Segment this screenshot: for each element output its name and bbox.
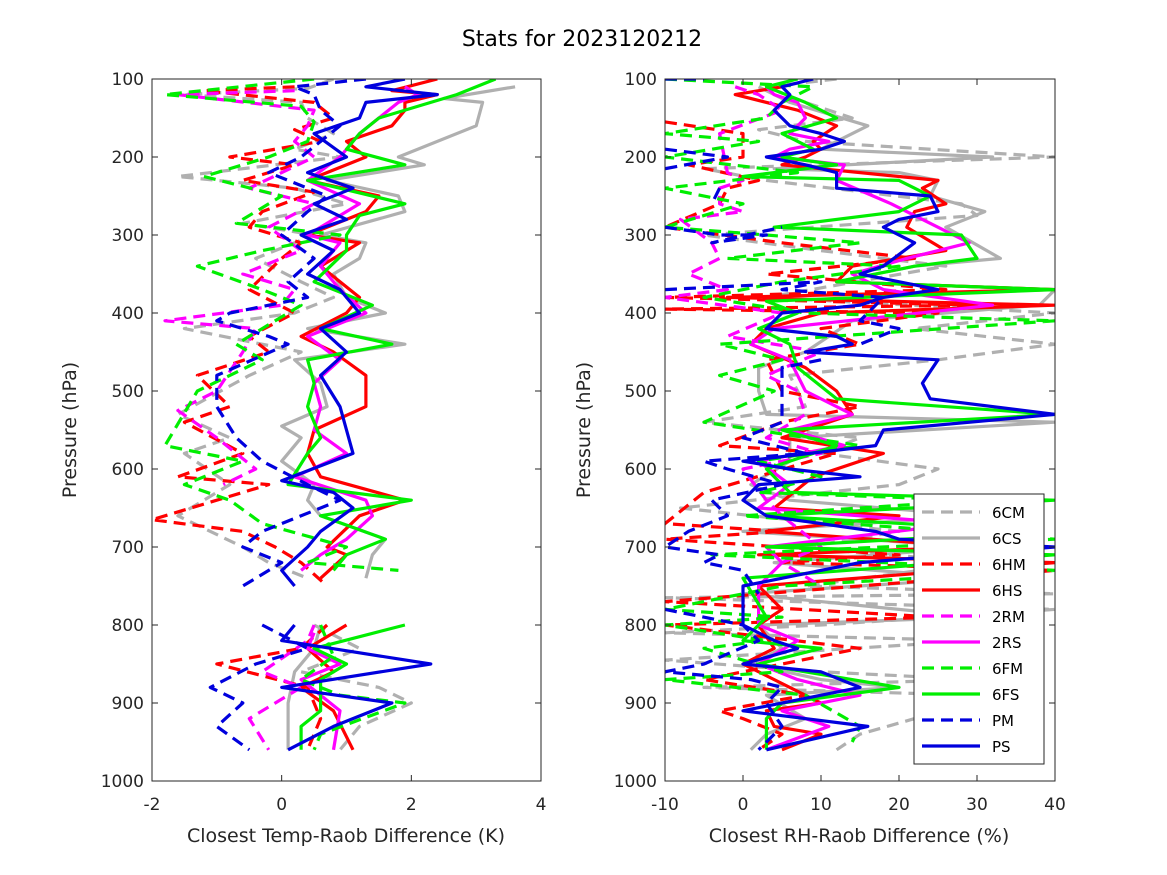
temp-series-6fm-line [163,79,399,572]
rh-series-pm-line [665,147,729,171]
legend-label-2rs: 2RS [992,634,1022,652]
temp-x-tick-label: -2 [144,795,161,815]
legend-box [913,493,1045,765]
temp-y-tick-label: 1000 [101,772,144,792]
rh-series-pm-line [665,280,901,346]
rh-difference-panel: Closest RH-Raob Difference (%) Pressure … [573,70,1066,847]
temp-x-tick-label: 4 [536,795,547,815]
rh-y-tick-label: 200 [625,148,657,168]
temp-axes-frame [151,78,542,782]
rh-y-tick-label: 700 [625,538,657,558]
legend-label-6fm: 6FM [992,660,1023,678]
temp-series-6cm-line [299,623,413,751]
rh-series-6fs-line [741,79,1055,750]
temp-y-tick-label: 500 [112,382,144,402]
rh-series-6fm-line [665,79,1055,743]
temp-y-tick-label: 700 [112,538,144,558]
rh-y-tick-label: 100 [625,70,657,90]
temp-series-6hs-line [299,79,439,580]
temp-y-tick-label: 600 [112,460,144,480]
rh-x-tick-label: 10 [810,795,832,815]
legend-label-2rm: 2RM [992,608,1025,626]
legend-label-6hm: 6HM [992,556,1026,574]
rh-y-tick-label: 500 [625,382,657,402]
temp-series-2rm-line [247,624,316,751]
rh-y-tick-label: 600 [625,460,657,480]
temp-x-tick-label: 0 [276,795,287,815]
temp-y-tick-label: 900 [112,694,144,714]
legend-label-6hs: 6HS [992,582,1022,600]
rh-series-6hm-line [665,120,1055,752]
temp-series-group [152,79,516,752]
temp-y-tick-label: 100 [112,70,144,90]
temp-y-axis-label: Pressure (hPa) [59,362,81,498]
rh-x-tick-label: 30 [966,795,988,815]
rh-axes-frame [664,78,1056,782]
rh-series-pm-line [665,225,783,245]
rh-series-2rs-line [749,85,995,752]
temp-series-ps-line [280,79,439,588]
legend: 6CM 6CS 6HM 6HS 2RM 2RS 6FM 6FS PM PS [913,493,1045,765]
temp-x-tick-label: 2 [406,795,417,815]
rh-x-tick-label: 20 [888,795,910,815]
temp-series-pm-line [215,79,367,588]
temp-series-6fs-line [299,623,406,750]
rh-y-tick-label: 1000 [614,772,657,792]
rh-y-tick-label: 800 [625,616,657,636]
temp-y-tick-label: 400 [112,304,144,324]
temp-y-tick-label: 200 [112,148,144,168]
legend-label-ps: PS [992,738,1011,756]
rh-series-ps-line [741,79,1055,752]
temp-series-6fs-line [286,79,497,572]
rh-series-pm-line [665,358,822,595]
temp-y-tick-label: 300 [112,226,144,246]
figure-title: Stats for 2023120212 [462,27,702,52]
rh-series-pm-line [710,187,722,205]
legend-label-6cs: 6CS [992,530,1022,548]
rh-y-axis-label: Pressure (hPa) [573,362,595,498]
temp-difference-panel: Closest Temp-Raob Difference (K) Pressur… [59,70,546,847]
temp-series-6hm-line [152,85,336,588]
rh-series-6hs-line [725,85,1055,752]
rh-x-axis-label: Closest RH-Raob Difference (%) [709,825,1010,847]
temp-series-6cs-line [280,85,516,579]
legend-label-pm: PM [992,712,1014,730]
legend-label-6fs: 6FS [992,686,1019,704]
rh-series-group [665,79,1055,752]
legend-label-6cm: 6CM [992,504,1025,522]
rh-x-tick-label: 0 [738,795,749,815]
rh-y-tick-label: 900 [625,694,657,714]
rh-x-tick-label: 40 [1044,795,1066,815]
temp-x-axis-label: Closest Temp-Raob Difference (K) [187,825,505,847]
rh-y-tick-label: 300 [625,226,657,246]
temp-series-ps-line [280,623,433,752]
rh-x-tick-label: -10 [651,795,679,815]
temp-series-pm-line [208,623,310,752]
rh-y-tick-label: 400 [625,304,657,324]
rh-series-2rm-line [665,85,823,588]
temp-y-tick-label: 800 [112,616,144,636]
